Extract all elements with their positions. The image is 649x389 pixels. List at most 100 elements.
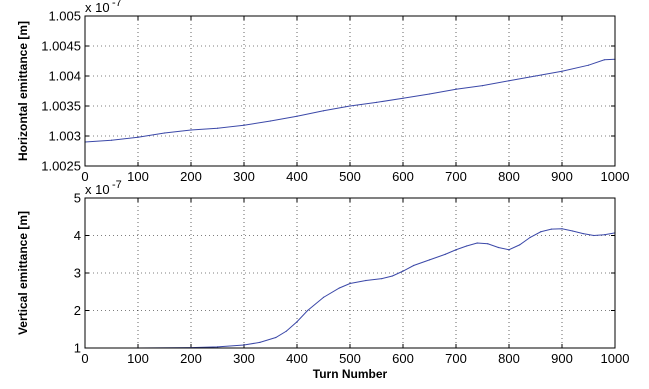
bottom-x-tick-label: 100: [127, 351, 149, 366]
top-x-tick-label: 200: [180, 169, 202, 184]
top-data-point: [587, 64, 590, 66]
top-data-point: [455, 88, 457, 90]
bottom-data-point: [529, 236, 531, 238]
bottom-data-point: [391, 275, 393, 277]
bottom-data-point: [296, 321, 298, 323]
top-x-tick-label: 0: [81, 169, 88, 184]
top-x-tick-label: 400: [286, 169, 308, 184]
bottom-scale-note: x 10: [85, 182, 110, 197]
bottom-data-point: [259, 341, 261, 343]
bottom-data-point: [550, 228, 553, 230]
bottom-data-point: [216, 346, 219, 348]
top-data-point: [190, 129, 192, 131]
top-x-tick-label: 100: [127, 169, 149, 184]
bottom-x-tick-label: 900: [551, 351, 573, 366]
bottom-data-point: [455, 249, 457, 251]
top-y-tick-label: 1.005: [48, 9, 81, 24]
bottom-data-point: [338, 287, 340, 289]
top-data-point: [216, 127, 219, 129]
bottom-chart-panel: 0 100 200 300 400 500 600 700 800 900 1000 1 2 3 4 5 x 1…: [16, 179, 629, 381]
bottom-scale-exponent: -7: [112, 179, 122, 191]
top-y-tick-label: 1.0035: [41, 99, 81, 114]
top-y-tick-label: 1.004: [48, 69, 81, 84]
bottom-x-tick-label: 700: [445, 351, 467, 366]
top-data-point: [402, 97, 404, 99]
top-y-tick-label: 1.003: [48, 129, 81, 144]
top-data-point: [481, 85, 484, 87]
bottom-data-point: [413, 264, 415, 267]
top-x-tick-label: 1000: [601, 169, 630, 184]
bottom-data-point: [519, 244, 521, 246]
bottom-data-point: [444, 253, 446, 255]
top-data-point: [110, 139, 113, 141]
bottom-x-axis-label: Turn Number: [313, 367, 388, 381]
top-axes-frame: [84, 15, 616, 167]
top-x-tick-label: 900: [551, 169, 573, 184]
bottom-data-point: [381, 278, 383, 280]
top-data-point: [561, 70, 563, 72]
bottom-y-tick-label: 5: [74, 191, 81, 206]
top-y-tick-label: 1.0045: [41, 39, 81, 54]
top-data-point: [534, 75, 537, 77]
top-plot-area: [85, 16, 615, 166]
bottom-data-point: [349, 282, 351, 285]
bottom-data-point: [540, 231, 542, 233]
bottom-data-point: [487, 243, 489, 245]
bottom-data-point: [365, 279, 367, 282]
top-data-point: [428, 93, 431, 95]
top-x-tick-label: 700: [445, 169, 467, 184]
top-y-tick-label: 1.0025: [41, 159, 81, 174]
top-scale-note: x 10: [85, 0, 110, 15]
bottom-x-tick-label: 1000: [601, 351, 630, 366]
bottom-axes-frame: [84, 197, 616, 349]
bottom-x-tick-label: 800: [498, 351, 520, 366]
bottom-data-point: [428, 259, 431, 261]
bottom-data-point: [572, 230, 574, 232]
bottom-data-point: [243, 344, 245, 346]
top-y-axis-label: Horizontal emittance [m]: [16, 21, 30, 161]
bottom-x-tick-label: 400: [286, 351, 308, 366]
top-scale-exponent: -7: [112, 0, 122, 9]
bottom-data-point: [307, 309, 309, 312]
bottom-data-point: [593, 234, 595, 237]
bottom-x-tick-label: 600: [392, 351, 414, 366]
bottom-y-axis-label: Vertical emittance [m]: [16, 211, 30, 335]
bottom-data-point: [476, 242, 478, 244]
bottom-data-point: [466, 245, 468, 247]
top-data-point: [137, 136, 139, 138]
top-data-point: [349, 105, 351, 107]
bottom-data-point: [285, 330, 287, 332]
bottom-series-line: [85, 228, 616, 349]
bottom-y-tick-label: 2: [74, 303, 81, 318]
bottom-x-tick-label: 0: [81, 351, 88, 366]
top-data-point: [322, 110, 325, 112]
bottom-data-point: [582, 233, 584, 235]
bottom-data-point: [497, 246, 499, 249]
bottom-data-point: [402, 270, 404, 272]
top-x-tick-label: 500: [339, 169, 361, 184]
bottom-x-tick-label: 300: [233, 351, 255, 366]
bottom-x-tick-label: 200: [180, 351, 202, 366]
top-data-point: [296, 115, 298, 117]
bottom-y-tick-label: 1: [74, 341, 81, 356]
top-data-point: [375, 101, 378, 103]
top-series-line: [84, 58, 616, 143]
bottom-y-tick-label: 4: [74, 228, 81, 243]
top-chart-panel: 0 100 200 300 400 500 600 700 800 900 1000 1.0025 1.…: [16, 0, 629, 184]
bottom-data-point: [561, 228, 563, 230]
bottom-data-point: [322, 296, 325, 298]
top-x-tick-label: 600: [392, 169, 414, 184]
top-x-tick-label: 800: [498, 169, 520, 184]
top-data-point: [508, 80, 510, 82]
top-data-point: [603, 59, 606, 61]
top-data-point: [269, 120, 272, 122]
bottom-data-point: [275, 336, 277, 339]
top-x-tick-label: 300: [233, 169, 255, 184]
bottom-data-point: [603, 234, 606, 236]
top-data-point: [163, 132, 166, 134]
top-data-point: [243, 124, 245, 126]
bottom-data-point: [508, 249, 510, 251]
bottom-y-tick-label: 3: [74, 266, 81, 281]
bottom-x-tick-label: 500: [339, 351, 361, 366]
